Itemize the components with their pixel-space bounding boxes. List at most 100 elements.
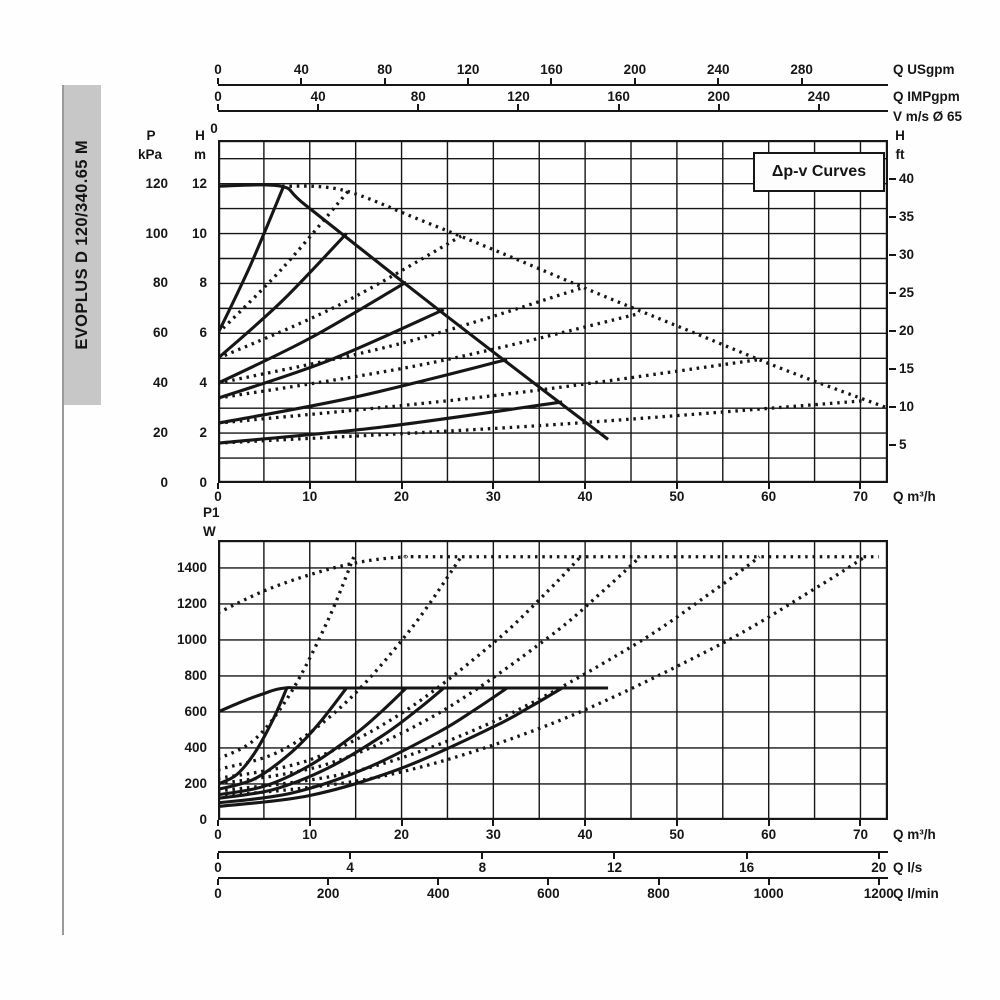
ls-tick-label: 4	[346, 860, 354, 875]
head-bottom-tick	[859, 483, 862, 489]
hft-axis-name: H	[895, 128, 905, 143]
curve-parallel-dpv-10	[218, 234, 463, 360]
usgpm-tick	[633, 78, 636, 84]
impgpm-axis-line	[218, 110, 888, 112]
curve-dpv-set-10	[218, 232, 348, 360]
hft-tick-label: 15	[899, 360, 915, 376]
hft-tick-label: 25	[899, 284, 915, 300]
curve-p1-parallel-max	[218, 554, 879, 615]
impgpm-tick-label: 200	[707, 89, 731, 104]
usgpm-tick-label: 280	[790, 62, 813, 77]
ls-axis-unit: Q l/s	[893, 860, 923, 875]
curve-p1-set-8	[218, 686, 408, 797]
impgpm-axis-unit: Q IMPgpm	[893, 89, 960, 104]
ls-tick-label: 0	[214, 860, 222, 875]
p1-tick-label: 400	[184, 739, 207, 755]
impgpm-tick-label: 240	[807, 89, 831, 104]
hm-axis-unit: m	[193, 147, 206, 162]
hm-tick-label: 0	[199, 475, 207, 490]
power-bottom-tick-label: 60	[761, 827, 777, 842]
curve-max-speed	[218, 183, 610, 441]
left-border-line	[62, 85, 64, 935]
power-bottom-tick	[767, 820, 770, 826]
lmin-tick-label: 400	[427, 886, 450, 901]
power-grid	[218, 540, 888, 820]
head-bottom-axis-unit: Q m³/h	[893, 489, 936, 504]
usgpm-tick	[217, 78, 219, 84]
kpa-tick-label: 120	[145, 175, 168, 191]
ls-tick-label: 12	[606, 860, 622, 875]
kpa-tick-label: 80	[152, 275, 168, 291]
power-bottom-tick	[400, 820, 403, 826]
lmin-tick	[877, 879, 880, 885]
hft-tick-label: 40	[899, 170, 915, 186]
head-bottom-tick	[492, 483, 495, 489]
hm-axis-name: H	[195, 128, 205, 143]
head-bottom-tick-label: 0	[214, 489, 222, 504]
curve-dpv-set-8	[218, 280, 407, 385]
hft-tick	[889, 253, 896, 256]
ls-tick	[481, 853, 484, 859]
p1-axis-name: P1	[203, 505, 220, 520]
kpa-tick-label: 20	[152, 425, 168, 441]
power-bottom-tick	[675, 820, 678, 826]
hft-tick-label: 10	[899, 398, 915, 414]
curve-p1-set-5	[218, 686, 508, 805]
usgpm-tick	[550, 78, 553, 84]
hft-tick	[889, 367, 896, 370]
curve-parallel-dpv-12	[218, 188, 351, 335]
hft-tick	[889, 177, 896, 180]
impgpm-tick	[617, 104, 620, 110]
model-name: EVOPLUS D 120/340.65 M	[73, 140, 91, 350]
hft-tick-label: 5	[899, 436, 907, 452]
usgpm-tick	[800, 78, 803, 84]
hft-tick	[889, 443, 896, 446]
hft-tick	[889, 215, 896, 218]
head-bottom-tick-label: 30	[485, 489, 501, 504]
curve-p1-max-speed	[218, 686, 609, 714]
lmin-tick-label: 800	[647, 886, 670, 901]
lmin-tick-label: 1000	[753, 886, 784, 901]
impgpm-tick	[317, 104, 320, 110]
power-bottom-tick-label: 0	[214, 827, 222, 842]
power-bottom-tick-label: 50	[669, 827, 685, 842]
ls-axis-line	[218, 851, 888, 853]
curve-p1-set-10	[218, 687, 348, 791]
hft-tick	[889, 329, 896, 332]
ls-tick	[877, 853, 880, 859]
p1-axis-unit: W	[203, 524, 216, 539]
head-bottom-tick-label: 10	[302, 489, 318, 504]
ls-tick	[613, 853, 616, 859]
usgpm-tick-label: 200	[623, 62, 647, 77]
head-plot-border	[218, 140, 888, 483]
power-bottom-tick	[492, 820, 495, 826]
p1-tick-label: 1200	[176, 595, 207, 611]
hft-tick	[889, 291, 896, 294]
curve-parallel-dpv-3	[218, 399, 866, 445]
p1-tick-label: 1000	[176, 631, 207, 647]
impgpm-tick-label: 80	[410, 89, 426, 104]
ls-tick-label: 16	[739, 860, 755, 875]
power-bottom-tick-label: 70	[852, 827, 868, 842]
lmin-tick	[327, 879, 330, 885]
dpv-curves-legend: Δp-v Curves	[753, 152, 885, 192]
curve-p1-parallel-5	[218, 555, 761, 793]
lmin-tick-label: 0	[214, 886, 222, 901]
hm-tick-label: 2	[199, 425, 207, 441]
lmin-tick-label: 1200	[863, 886, 894, 901]
kpa-axis-unit: kPa	[137, 147, 163, 162]
curve-p1-set-12	[218, 687, 289, 786]
curve-parallel-max	[282, 184, 888, 410]
usgpm-axis-line	[218, 84, 888, 86]
kpa-tick-label: 40	[152, 375, 168, 391]
head-bottom-tick	[767, 483, 770, 489]
curve-dpv-set-3	[218, 400, 563, 445]
head-bottom-tick-label: 40	[577, 489, 593, 504]
p1-tick-label: 200	[184, 775, 207, 791]
velocity-axis-unit: V m/s Ø 65	[893, 109, 963, 124]
head-bottom-tick	[400, 483, 403, 489]
head-bottom-tick-label: 60	[761, 489, 777, 504]
head-bottom-tick	[675, 483, 678, 489]
curve-dpv-set-7	[218, 308, 445, 400]
